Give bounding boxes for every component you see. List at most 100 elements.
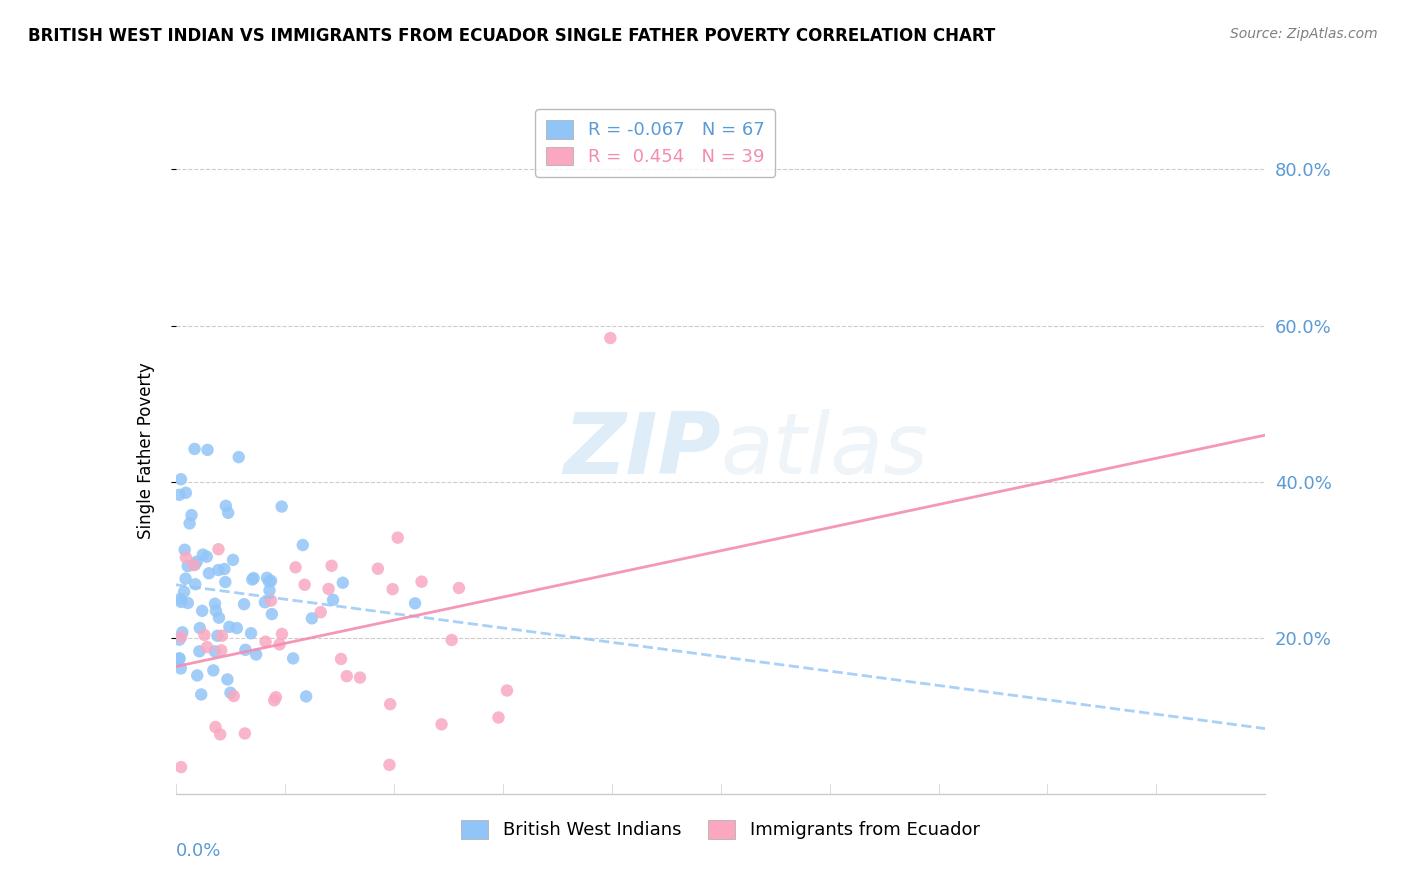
Point: [170, 760, 193, 774]
Point: [264, 690, 287, 705]
Point: [254, 634, 277, 648]
Point: [219, 686, 242, 700]
Point: [211, 629, 233, 643]
Point: [321, 558, 343, 573]
Point: [242, 571, 264, 585]
Point: [387, 531, 409, 545]
Point: [191, 604, 214, 618]
Point: [169, 632, 191, 647]
Point: [217, 506, 239, 520]
Point: [173, 584, 195, 599]
Text: BRITISH WEST INDIAN VS IMMIGRANTS FROM ECUADOR SINGLE FATHER POVERTY CORRELATION: BRITISH WEST INDIAN VS IMMIGRANTS FROM E…: [28, 27, 995, 45]
Point: [207, 542, 229, 557]
Point: [257, 574, 280, 589]
Point: [378, 757, 401, 772]
Point: [170, 595, 193, 609]
Point: [381, 582, 404, 597]
Point: [188, 644, 211, 658]
Point: [207, 563, 229, 577]
Point: [253, 595, 276, 609]
Point: [488, 710, 510, 724]
Legend: British West Indians, Immigrants from Ecuador: British West Indians, Immigrants from Ec…: [454, 813, 987, 847]
Point: [174, 572, 197, 586]
Point: [204, 720, 226, 734]
Point: [271, 627, 294, 641]
Point: [172, 625, 194, 640]
Point: [191, 548, 214, 562]
Point: [404, 596, 426, 610]
Point: [174, 550, 197, 565]
Point: [214, 575, 236, 590]
Text: 0.0%: 0.0%: [176, 842, 221, 860]
Point: [263, 693, 285, 707]
Point: [179, 516, 201, 531]
Point: [193, 628, 215, 642]
Point: [447, 581, 470, 595]
Point: [204, 597, 226, 611]
Point: [195, 549, 218, 564]
Point: [269, 637, 291, 651]
Point: [260, 607, 283, 621]
Point: [183, 442, 205, 456]
Point: [233, 597, 256, 611]
Point: [330, 652, 353, 666]
Point: [170, 472, 193, 486]
Text: ZIP: ZIP: [562, 409, 721, 492]
Point: [260, 574, 283, 588]
Point: [169, 592, 191, 607]
Point: [205, 604, 228, 618]
Point: [188, 621, 211, 635]
Point: [245, 648, 267, 662]
Point: [208, 610, 231, 624]
Point: [173, 542, 195, 557]
Point: [170, 661, 193, 675]
Point: [336, 669, 359, 683]
Text: atlas: atlas: [721, 409, 928, 492]
Point: [240, 626, 263, 640]
Point: [183, 558, 205, 572]
Point: [284, 560, 307, 574]
Point: [169, 488, 191, 502]
Point: [225, 621, 247, 635]
Point: [202, 664, 225, 678]
Point: [222, 553, 245, 567]
Point: [270, 500, 292, 514]
Point: [198, 566, 221, 581]
Point: [309, 605, 332, 619]
Point: [204, 644, 226, 658]
Point: [233, 726, 256, 740]
Point: [332, 575, 354, 590]
Point: [215, 499, 238, 513]
Point: [228, 450, 250, 465]
Point: [180, 508, 202, 522]
Point: [322, 592, 344, 607]
Point: [301, 611, 323, 625]
Point: [496, 683, 519, 698]
Point: [214, 562, 236, 576]
Point: [294, 578, 316, 592]
Point: [190, 688, 212, 702]
Point: [174, 485, 197, 500]
Point: [281, 651, 304, 665]
Point: [177, 596, 200, 610]
Point: [218, 620, 240, 634]
Point: [209, 643, 232, 657]
Point: [209, 727, 232, 741]
Point: [169, 652, 191, 666]
Point: [367, 562, 389, 576]
Point: [184, 558, 207, 572]
Point: [411, 574, 433, 589]
Point: [380, 697, 402, 711]
Point: [217, 673, 239, 687]
Point: [195, 640, 218, 654]
Point: [291, 538, 314, 552]
Point: [599, 331, 621, 345]
Point: [430, 717, 453, 731]
Point: [197, 442, 219, 457]
Point: [235, 642, 257, 657]
Point: [169, 651, 191, 665]
Point: [186, 555, 208, 569]
Point: [240, 573, 263, 587]
Point: [318, 582, 340, 596]
Point: [440, 632, 463, 647]
